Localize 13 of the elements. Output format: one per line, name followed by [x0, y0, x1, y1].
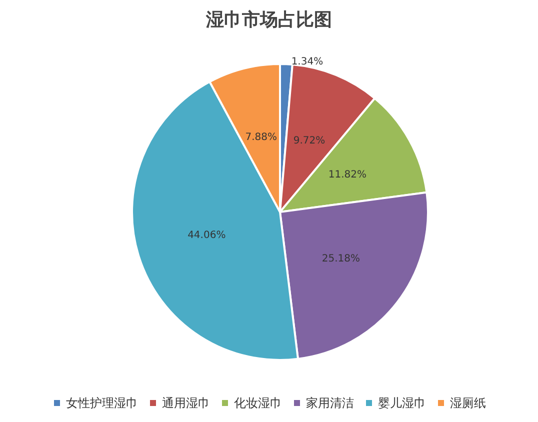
legend-label: 通用湿巾 — [162, 396, 210, 410]
data-label: 25.18% — [322, 254, 360, 265]
data-label: 11.82% — [328, 169, 366, 180]
legend-label: 家用清洁 — [306, 396, 354, 410]
data-label: 44.06% — [188, 230, 226, 241]
legend-label: 湿厕纸 — [450, 396, 486, 410]
legend-label: 女性护理湿巾 — [66, 396, 138, 410]
data-label: 1.34% — [291, 56, 324, 68]
legend-label: 婴儿湿巾 — [378, 396, 426, 410]
legend-label: 化妆湿巾 — [234, 396, 282, 410]
data-label: 9.72% — [293, 135, 326, 146]
data-label: 7.88% — [245, 132, 278, 143]
chart-title: 湿巾市场占比图 — [205, 10, 332, 30]
